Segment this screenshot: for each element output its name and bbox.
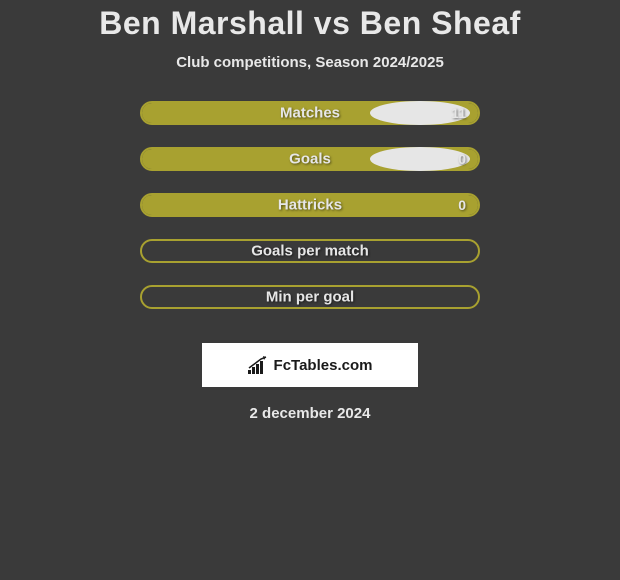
stat-label: Matches — [142, 105, 478, 122]
subtitle: Club competitions, Season 2024/2025 — [176, 54, 444, 71]
stat-row: Min per goal — [140, 285, 480, 309]
stat-label: Hattricks — [142, 197, 478, 214]
fctables-icon — [248, 356, 270, 374]
logo-box: FcTables.com — [202, 343, 418, 387]
comparison-infographic: Ben Marshall vs Ben Sheaf Club competiti… — [0, 0, 620, 580]
logo-text: FcTables.com — [274, 357, 373, 374]
stat-row: Matches11 — [140, 101, 480, 125]
stat-label: Goals — [142, 151, 478, 168]
stat-value-right: 11 — [451, 105, 466, 121]
stat-bar: Min per goal — [140, 285, 480, 309]
stat-bar: Goals per match — [140, 239, 480, 263]
stat-value-right: 0 — [458, 151, 466, 167]
date-text: 2 december 2024 — [250, 405, 371, 422]
stat-bar: Matches11 — [140, 101, 480, 125]
stat-bar: Goals0 — [140, 147, 480, 171]
stat-row: Goals per match — [140, 239, 480, 263]
stat-row: Goals0 — [140, 147, 480, 171]
stat-value-right: 0 — [458, 197, 466, 213]
page-title: Ben Marshall vs Ben Sheaf — [99, 5, 521, 42]
stat-label: Min per goal — [142, 289, 478, 306]
stat-row: Hattricks0 — [140, 193, 480, 217]
stats-area: Matches11Goals0Hattricks0Goals per match… — [140, 101, 480, 331]
stat-label: Goals per match — [142, 243, 478, 260]
stat-bar: Hattricks0 — [140, 193, 480, 217]
